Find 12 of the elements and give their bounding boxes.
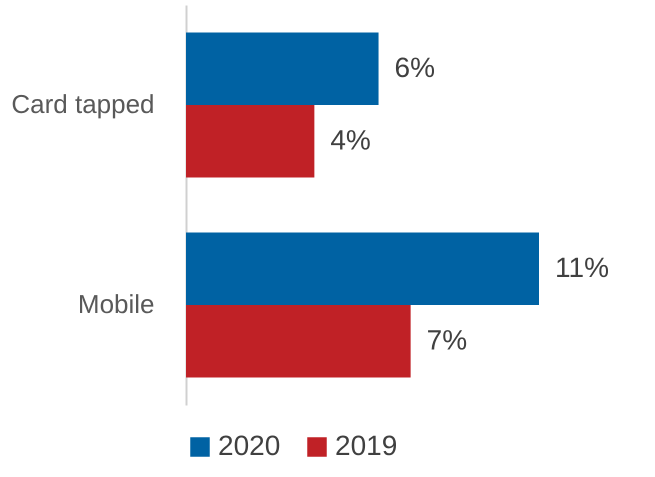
- data-label: 4%: [330, 124, 371, 156]
- y-tick-label: Card tapped: [11, 89, 154, 119]
- bar: [186, 305, 411, 378]
- bar: [186, 105, 314, 178]
- data-label: 7%: [426, 324, 468, 356]
- bar: [186, 232, 539, 305]
- bar: [186, 32, 379, 105]
- data-label: 6%: [394, 52, 436, 83]
- data-label: 11%: [555, 252, 609, 283]
- legend-label: 2019: [335, 430, 398, 461]
- legend-label: 2020: [218, 430, 280, 461]
- y-tick-label: Mobile: [78, 289, 154, 319]
